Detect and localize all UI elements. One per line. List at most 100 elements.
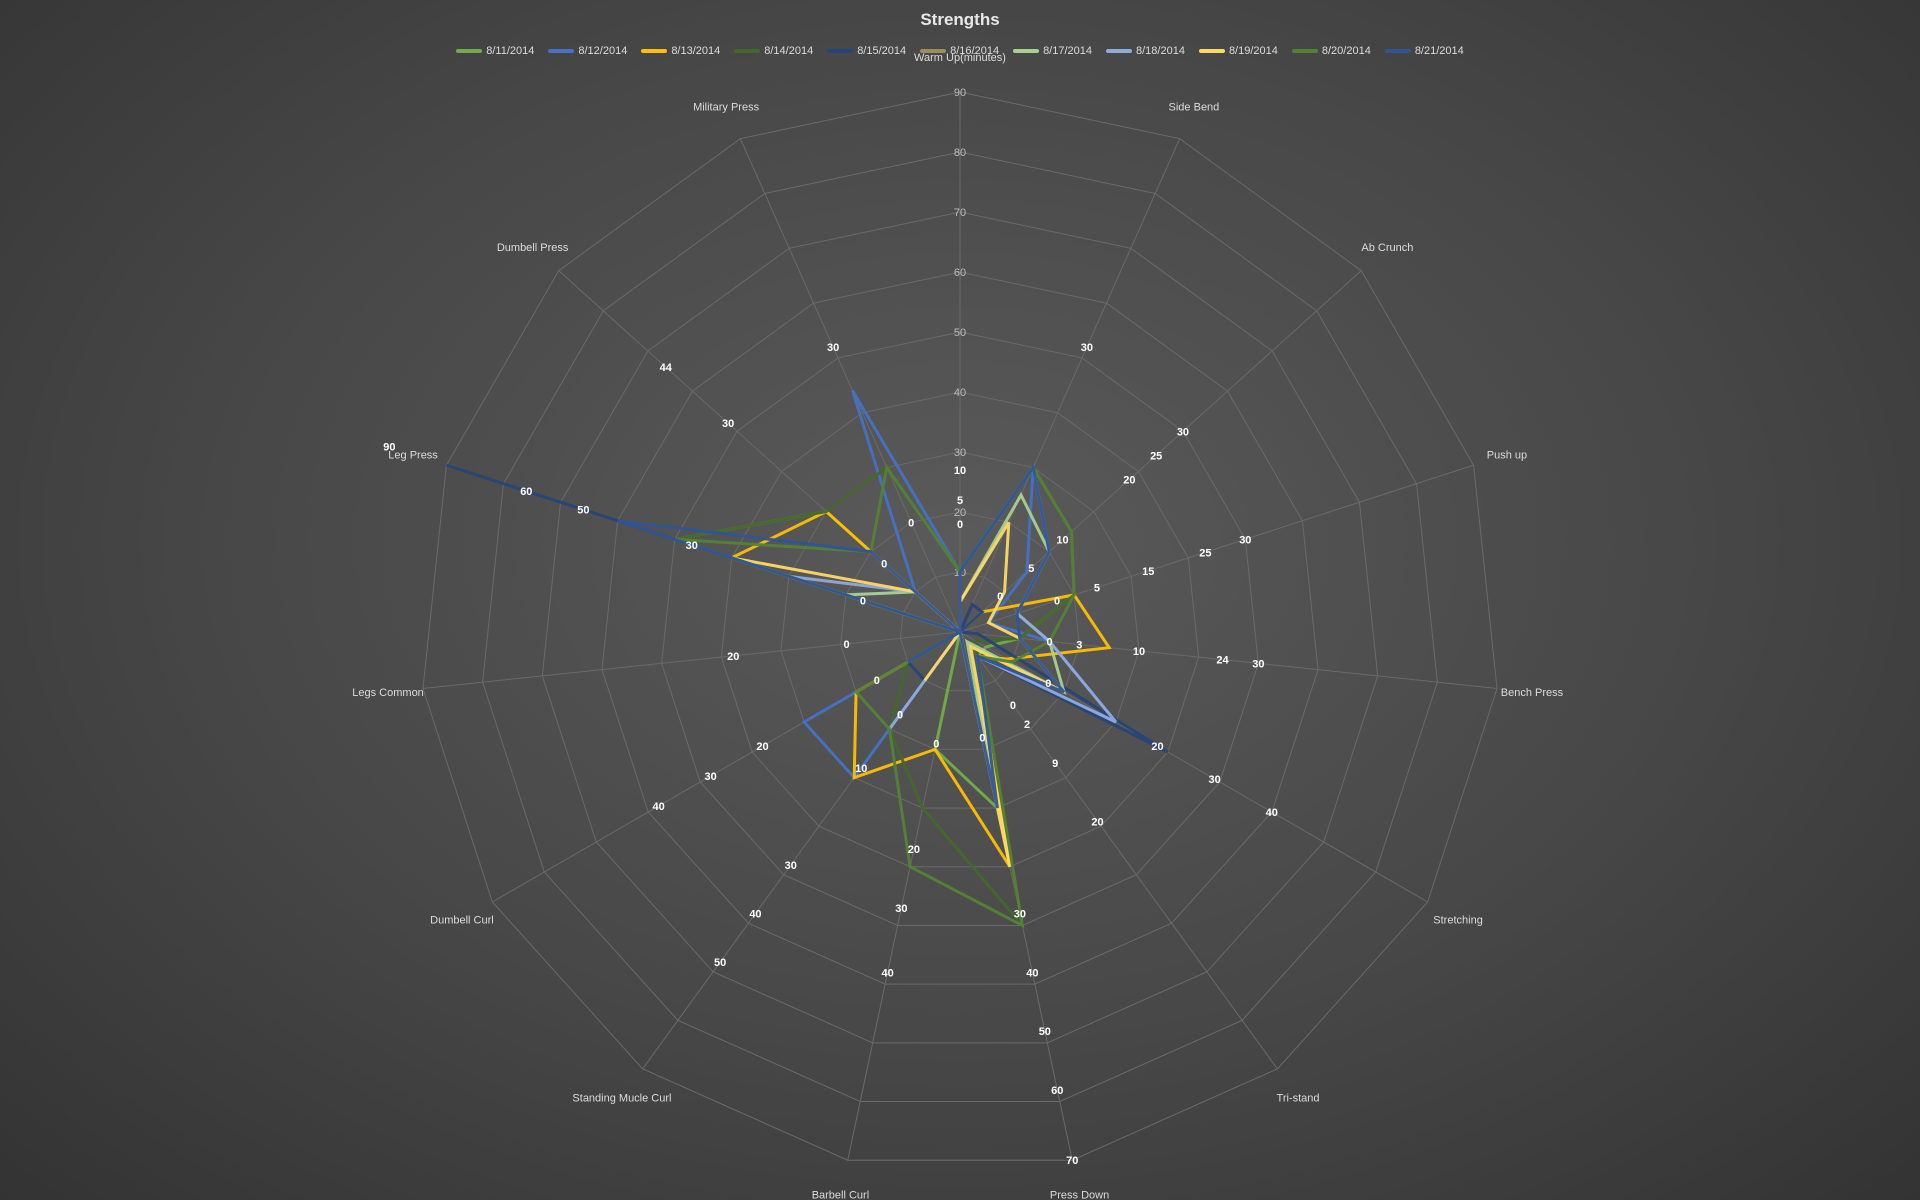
legend-item: 8/21/2014 [1384,45,1464,57]
legend-label: 8/21/2014 [1414,45,1464,57]
data-label: 44 [660,362,673,374]
category-label: Military Press [693,102,760,114]
chart-title: Strengths [920,10,1000,29]
category-label: Standing Mucle Curl [572,1092,671,1104]
data-label: 10 [954,465,966,477]
category-label: Dumbell Curl [430,915,494,927]
legend-label: 8/11/2014 [486,45,535,57]
legend-item: 8/15/2014 [827,45,906,57]
data-label: 30 [1252,658,1264,670]
radial-tick-label: 60 [954,267,966,279]
data-label: 50 [577,505,589,517]
grid-ring [720,391,1200,868]
data-label: 5 [1094,583,1100,595]
legend-item: 8/16/2014 [920,45,999,57]
data-label: 30 [785,860,797,872]
data-label: 20 [908,844,920,856]
data-label: 0 [957,519,963,531]
series-line [674,463,1076,929]
radial-tick-label: 40 [954,387,966,399]
data-label: 30 [1014,909,1026,921]
data-label: 9 [1052,758,1058,770]
data-label: 0 [874,675,880,687]
data-label: 0 [979,733,985,745]
data-label: 40 [749,909,761,921]
data-label: 40 [1266,807,1278,819]
data-label: 20 [756,741,768,753]
data-label: 20 [727,651,739,663]
series-line [731,521,1066,868]
data-label: 0 [1045,678,1051,690]
grid-ring [840,511,1080,750]
category-label: Push up [1487,449,1527,461]
data-label: 70 [1066,1155,1078,1167]
data-label: 30 [1081,342,1093,354]
data-label: 0 [908,517,914,529]
category-label: Press Down [1050,1190,1109,1200]
data-label: 40 [1026,967,1038,979]
legend-label: 8/13/2014 [671,45,721,57]
radial-tick-label: 70 [954,207,966,219]
legend-item: 8/14/2014 [734,45,813,57]
data-label: 60 [520,486,532,498]
legend-item: 8/17/2014 [1013,45,1092,57]
data-label: 30 [1239,534,1251,546]
data-label: 0 [860,595,866,607]
data-label: 3 [1076,640,1082,652]
legend-item: 8/13/2014 [641,45,720,57]
legend-swatch [920,49,947,53]
data-label: 10 [1056,535,1068,547]
data-label: 2 [1024,719,1030,731]
radial-tick-label: 80 [954,147,966,159]
legend-label: 8/19/2014 [1228,45,1278,57]
category-label: Bench Press [1501,687,1564,699]
grid-ring [541,211,1379,1044]
data-label: 25 [1150,450,1162,462]
legend-swatch [1198,49,1225,53]
data-label: 20 [1091,816,1103,828]
data-label: 5 [1028,563,1034,575]
category-label: Leg Press [388,449,438,461]
grid-ring [422,91,1498,1161]
legend-swatch [1106,49,1132,53]
legend-item: 8/20/2014 [1291,45,1371,57]
data-label: 0 [881,559,887,571]
category-label: Ab Crunch [1361,242,1413,254]
data-label: 0 [844,639,850,651]
category-label: Warm Up(minutes) [914,52,1006,64]
grid-ring [601,271,1319,985]
data-label: 30 [686,540,698,552]
data-label: 40 [882,967,894,979]
legend-swatch [827,49,854,53]
data-label: 30 [704,771,716,783]
legend-label: 8/14/2014 [764,45,814,57]
data-label: 40 [652,801,664,813]
grid-spoke [739,138,961,633]
grid-spoke [959,138,1181,633]
legend-item: 8/11/2014 [456,45,534,57]
data-label: 30 [722,418,734,430]
data-label: 24 [1216,655,1229,667]
grid-ring [661,331,1259,926]
data-label: 60 [1051,1085,1063,1097]
legend-label: 8/17/2014 [1043,45,1092,57]
data-label: 5 [957,495,963,507]
category-label: Side Bend [1169,102,1220,114]
grid-spoke [959,631,1278,1070]
data-label: 50 [1039,1026,1051,1038]
data-label: 90 [383,442,395,454]
grid-ring [899,571,1021,692]
legend-swatch [548,49,575,53]
radial-tick-label: 50 [954,327,966,339]
data-label: 0 [1010,700,1016,712]
data-label: 0 [897,710,903,722]
legend-label: 8/20/2014 [1321,45,1371,57]
category-label: Legs Common [352,687,424,699]
data-label: 10 [855,763,867,775]
data-label: 30 [827,342,839,354]
radial-tick-label: 20 [954,507,966,519]
legend-label: 8/16/2014 [950,45,1000,57]
data-label: 50 [714,957,726,969]
